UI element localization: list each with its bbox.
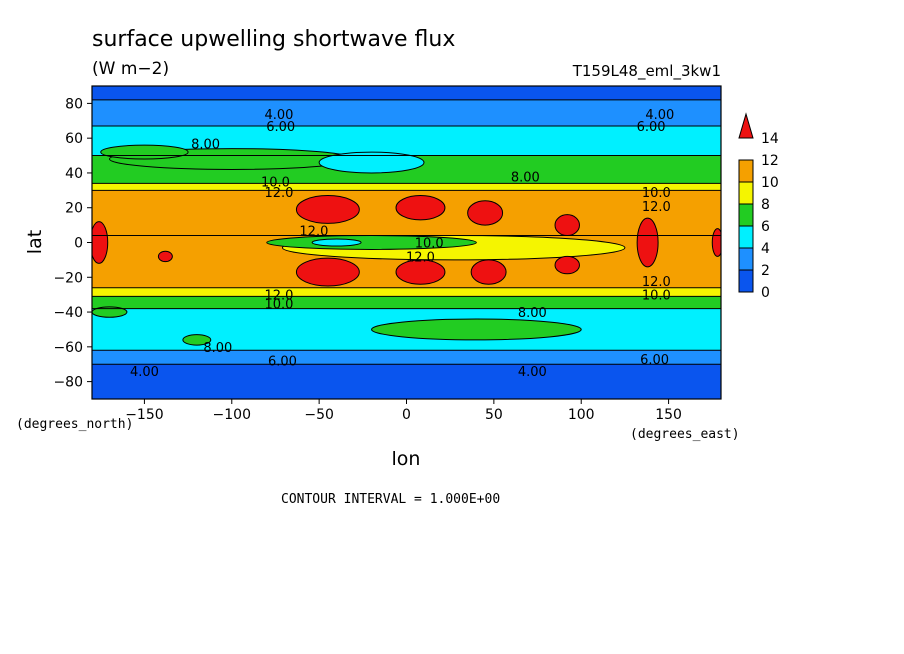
contour-label: 8.00 (203, 341, 232, 356)
y-tick-label: −80 (53, 375, 83, 391)
contour-label: 12.0 (642, 275, 671, 290)
region-3 (295, 195, 360, 224)
contour-label: 12.0 (264, 186, 293, 201)
colorbar-label: 8 (761, 197, 770, 213)
y-tick-label: 20 (65, 201, 83, 217)
colorbar-swatch (738, 203, 754, 227)
region-5 (395, 195, 446, 221)
contour-label: 10.0 (261, 176, 290, 191)
contour-label: 12.0 (642, 200, 671, 215)
region-10 (554, 255, 580, 275)
region-11 (636, 217, 659, 268)
run-label: T159L48_eml_3kw1 (572, 62, 721, 81)
colorbar-swatch (738, 269, 754, 293)
x-tick-label: 0 (402, 407, 411, 423)
contour-label: 4.00 (264, 108, 293, 123)
contour-label: 10.0 (415, 237, 444, 252)
contour-label: 4.00 (518, 365, 547, 380)
contour-label: 6.00 (268, 355, 297, 370)
region-18 (371, 318, 582, 341)
contour-label: 12.0 (406, 250, 435, 265)
region-20 (182, 334, 212, 346)
y-tick-label: 0 (74, 236, 83, 252)
contour-label: 8.00 (191, 137, 220, 152)
colorbar-label: 6 (761, 219, 770, 235)
contour-label: 10.0 (264, 297, 293, 312)
band-1 (92, 99, 721, 126)
chart-title: surface upwelling shortwave flux (92, 27, 455, 52)
y-tick-label: 40 (65, 166, 83, 182)
region-19 (92, 306, 128, 318)
x-tick-label: −150 (125, 407, 163, 423)
colorbar-label: 10 (761, 175, 779, 191)
colorbar-label: 2 (761, 263, 770, 279)
region-9 (554, 214, 580, 237)
contour-label: 6.00 (637, 120, 666, 135)
x-axis-label: lon (392, 448, 421, 470)
region-8 (470, 259, 507, 285)
x-tick-label: −100 (213, 407, 251, 423)
contour-interval-note: CONTOUR INTERVAL = 1.000E+00 (281, 492, 500, 507)
y-units-label: (degrees_north) (16, 417, 133, 432)
contour-label: 4.00 (130, 365, 159, 380)
y-axis: 80 60 40 20 0 −20 −40 −60 −80 (53, 96, 92, 391)
region-12 (92, 221, 109, 264)
colorbar-label: 14 (761, 131, 779, 147)
region-7 (467, 200, 504, 226)
units-label: (W m−2) (92, 59, 169, 79)
x-tick-label: −50 (304, 407, 334, 423)
contour-label: 12.0 (264, 289, 293, 304)
contour-label: 10.0 (642, 186, 671, 201)
x-tick-label: 50 (485, 407, 503, 423)
x-tick-label: 100 (568, 407, 595, 423)
band-8 (92, 296, 721, 309)
contour-label: 6.00 (640, 353, 669, 368)
colorbar-arrow (738, 112, 754, 139)
band-4 (92, 183, 721, 191)
region-1 (266, 235, 477, 250)
colorbar-label: 4 (761, 241, 770, 257)
contour-label: 4.00 (645, 108, 674, 123)
contour-label: 12.0 (299, 224, 328, 239)
band-0 (92, 86, 721, 100)
region-16 (100, 144, 189, 160)
y-axis-label: lat (24, 230, 46, 254)
band-7 (92, 287, 721, 297)
contour-label: 6.00 (266, 120, 295, 135)
contour-label: 8.00 (518, 306, 547, 321)
region-2 (311, 238, 362, 247)
y-tick-label: −20 (53, 270, 83, 286)
y-tick-label: 80 (65, 96, 83, 112)
x-axis: −150 −100 −50 0 50 100 150 (125, 399, 682, 423)
region-4 (295, 257, 360, 287)
y-tick-label: 60 (65, 131, 83, 147)
y-tick-label: −60 (53, 340, 83, 356)
band-11 (92, 364, 721, 399)
x-units-label: (degrees_east) (630, 427, 740, 442)
colorbar-label: 12 (761, 153, 779, 169)
band-10 (92, 350, 721, 365)
colorbar-swatch (738, 159, 754, 183)
x-tick-label: 150 (655, 407, 682, 423)
region-17 (318, 151, 425, 174)
region-14 (157, 250, 173, 263)
contour-label: 8.00 (511, 170, 540, 185)
colorbar-swatch (738, 181, 754, 205)
y-tick-label: −40 (53, 305, 83, 321)
region-6 (395, 259, 446, 285)
colorbar: 14 12 10 8 6 4 2 0 (738, 112, 779, 301)
colorbar-label: 0 (761, 285, 770, 301)
contour-label: 10.0 (642, 289, 671, 304)
colorbar-swatch (738, 247, 754, 271)
colorbar-swatch (738, 225, 754, 249)
